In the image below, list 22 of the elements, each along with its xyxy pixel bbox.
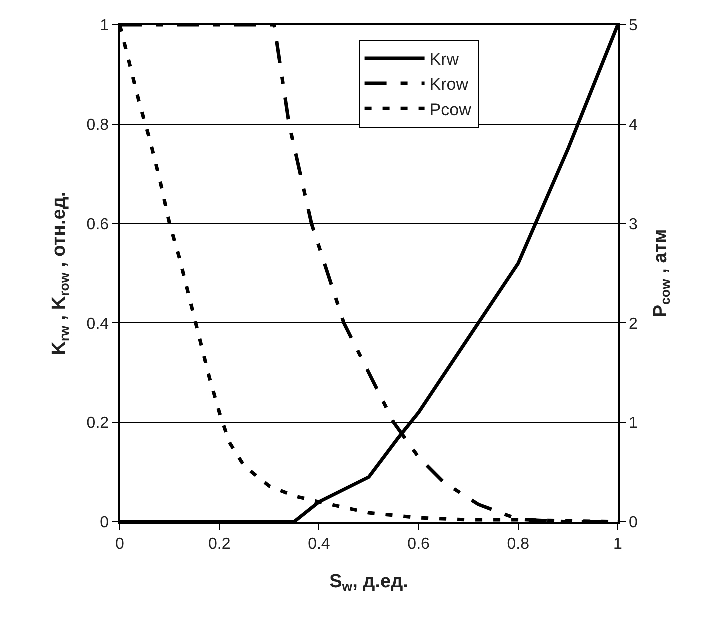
y-tick-label: 0.2: [86, 415, 110, 432]
y-tick-label: 1: [100, 18, 110, 35]
y2-tick-label: 0: [628, 514, 638, 532]
y-tick-label: 0: [100, 514, 110, 532]
y2-tick-label: 4: [628, 117, 638, 134]
x-tick-label: 0.2: [208, 536, 231, 553]
legend-label: Krow: [430, 75, 470, 94]
y2-tick-label: 2: [628, 316, 638, 333]
x-tick-label: 1: [614, 536, 623, 553]
legend-label: Krw: [430, 50, 460, 70]
x-tick-label: 0.6: [408, 536, 430, 553]
y-tick-label: 0.6: [86, 216, 110, 234]
x-tick-label: 0: [116, 536, 125, 553]
y2-tick-label: 1: [628, 415, 638, 432]
y2-tick-label: 3: [628, 216, 638, 234]
x-tick-label: 0.4: [308, 536, 330, 553]
y-tick-label: 0.4: [86, 316, 110, 333]
x-axis-title: S$_{w}$, д.ед.: [330, 571, 408, 594]
y-tick-label: 0.8: [86, 117, 110, 134]
x-tick-label: 0.8: [507, 536, 530, 553]
legend-label: Pcow: [430, 100, 472, 120]
y2-tick-label: 5: [628, 18, 638, 35]
